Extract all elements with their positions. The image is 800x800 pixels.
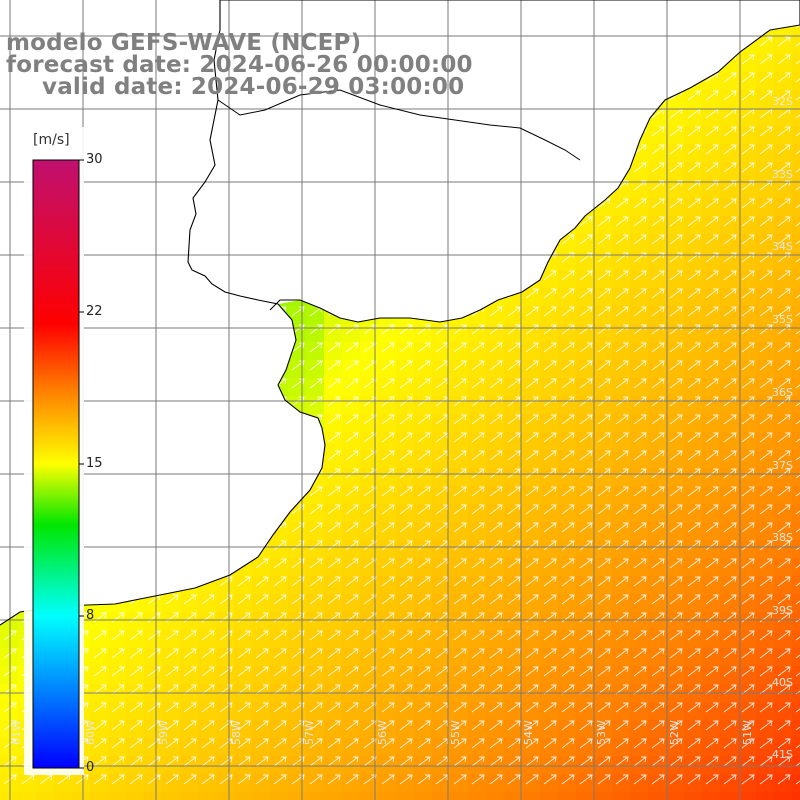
colorbar-ticks xyxy=(79,159,84,769)
colorbar-unit: [m/s] xyxy=(33,132,70,148)
lon-label-52w: 52W xyxy=(668,720,681,745)
lat-label-37s: 37S xyxy=(772,459,793,472)
colorbar-tick-22: 22 xyxy=(86,304,103,319)
lon-label-53w: 53W xyxy=(595,720,608,745)
lat-label-34s: 34S xyxy=(772,240,793,253)
lon-label-58w: 58W xyxy=(230,720,243,745)
coastline xyxy=(0,0,800,626)
border-line xyxy=(217,89,581,161)
lat-label-38s: 38S xyxy=(772,531,793,544)
lat-label-40s: 40S xyxy=(772,676,793,689)
lat-label-33s: 33S xyxy=(772,168,793,181)
forecast-date: forecast date: 2024-06-26 00:00:00 xyxy=(6,52,473,78)
model-title: modelo GEFS-WAVE (NCEP) xyxy=(6,30,362,56)
lon-label-56w: 56W xyxy=(376,720,389,745)
colorbar-tick-15: 15 xyxy=(86,456,103,471)
lat-label-41s: 41S xyxy=(772,748,793,761)
colorbar-tick-8: 8 xyxy=(86,608,95,623)
colorbar-tick-30: 30 xyxy=(86,152,103,167)
lat-label-36s: 36S xyxy=(772,386,793,399)
lon-label-59w: 59W xyxy=(157,720,170,745)
lon-label-60w: 60W xyxy=(84,720,97,745)
lon-label-57w: 57W xyxy=(303,720,316,745)
colorbar xyxy=(32,159,80,769)
land-mass xyxy=(0,0,800,625)
valid-date: valid date: 2024-06-29 03:00:00 xyxy=(42,74,465,100)
lat-label-39s: 39S xyxy=(772,604,793,617)
lat-label-35s: 35S xyxy=(772,313,793,326)
lon-label-51w: 51W xyxy=(741,720,754,745)
lon-label-61w: 61W xyxy=(10,720,23,745)
lon-label-55w: 55W xyxy=(449,720,462,745)
lon-label-54w: 54W xyxy=(522,720,535,745)
lat-label-32s: 32S xyxy=(772,95,793,108)
colorbar-tick-0: 0 xyxy=(86,760,95,775)
